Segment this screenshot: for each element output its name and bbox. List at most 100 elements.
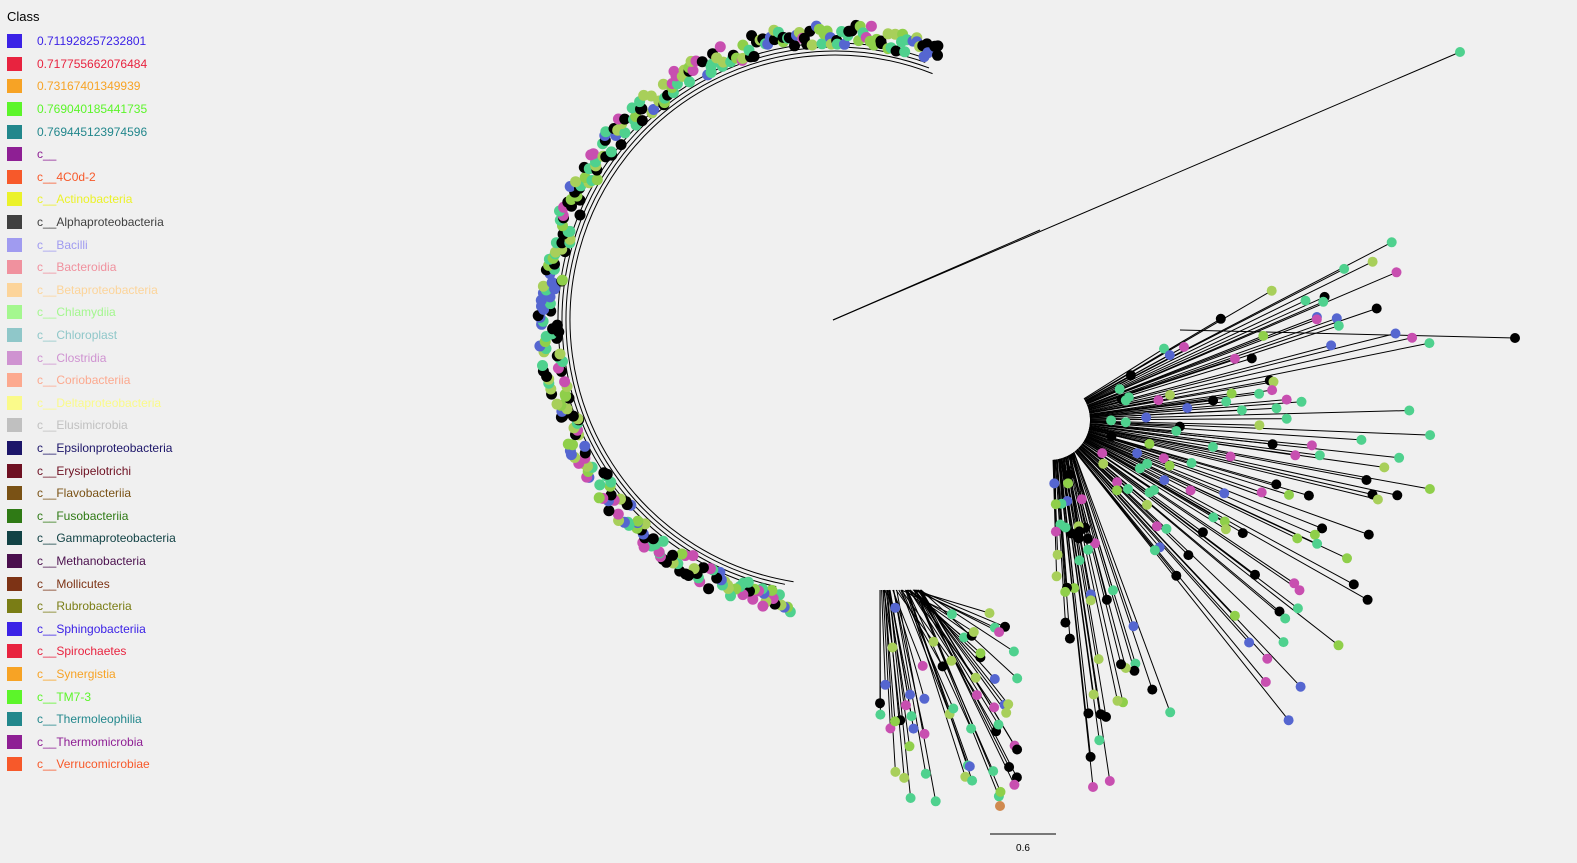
legend-title: Class bbox=[7, 9, 40, 24]
tip-marker bbox=[964, 761, 975, 772]
tip-marker bbox=[1082, 533, 1093, 544]
branch bbox=[1053, 459, 1057, 532]
branch bbox=[1087, 318, 1317, 407]
legend-label: c__Rubrobacteria bbox=[37, 599, 132, 614]
tip-marker bbox=[684, 76, 695, 88]
tip-marker bbox=[1312, 538, 1323, 549]
branch bbox=[1086, 435, 1148, 465]
legend-item: c__ bbox=[7, 143, 176, 166]
tip-marker bbox=[594, 479, 606, 491]
tip-marker bbox=[1090, 538, 1100, 549]
tip-marker bbox=[1300, 295, 1311, 306]
legend-item: c__Alphaproteobacteria bbox=[7, 211, 176, 234]
tip-marker bbox=[1161, 523, 1172, 534]
legend-item: 0.769040185441735 bbox=[7, 98, 176, 121]
branch bbox=[1084, 438, 1141, 469]
tip-marker bbox=[1060, 586, 1071, 597]
branch bbox=[892, 589, 924, 667]
branch bbox=[1078, 447, 1189, 556]
legend-label: c__Clostridia bbox=[37, 350, 107, 365]
tip-marker bbox=[537, 360, 548, 371]
tip-marker bbox=[1306, 440, 1317, 451]
tip-marker bbox=[1164, 350, 1175, 361]
tip-marker bbox=[1311, 314, 1322, 325]
tip-marker bbox=[905, 793, 916, 803]
branch bbox=[1076, 449, 1268, 660]
branch bbox=[909, 589, 981, 654]
tip-marker bbox=[591, 174, 603, 186]
legend-item: c__4C0d-2 bbox=[7, 166, 176, 189]
branch bbox=[1089, 401, 1302, 418]
tip-marker bbox=[1085, 751, 1096, 762]
branch bbox=[1089, 423, 1273, 445]
tip-marker bbox=[1144, 487, 1155, 498]
tip-marker bbox=[748, 51, 760, 62]
legend-label: c__4C0d-2 bbox=[37, 169, 96, 184]
tip-marker bbox=[1367, 256, 1378, 267]
tip-marker bbox=[1153, 395, 1164, 406]
branch bbox=[882, 589, 891, 729]
legend-swatch bbox=[7, 621, 22, 636]
tip-marker bbox=[1274, 606, 1285, 617]
legend-swatch bbox=[7, 215, 22, 230]
legend-label: c__TM7-3 bbox=[37, 689, 92, 704]
legend-swatch bbox=[7, 486, 22, 501]
legend-swatch bbox=[7, 282, 22, 297]
tip-marker bbox=[971, 690, 982, 701]
tip-marker bbox=[1171, 570, 1182, 581]
legend-swatch bbox=[7, 124, 22, 139]
tip-marker bbox=[1144, 438, 1155, 449]
tip-marker bbox=[1290, 450, 1301, 461]
tip-marker bbox=[1063, 478, 1073, 489]
tip-marker bbox=[1182, 403, 1193, 413]
tip-marker bbox=[908, 723, 919, 734]
tip-marker bbox=[1050, 499, 1061, 510]
tip-marker bbox=[668, 65, 680, 77]
legend: Class 0.711928257232801 0.717755662076484… bbox=[7, 9, 176, 776]
tip-marker bbox=[970, 672, 981, 683]
legend-label: c__Verrucomicrobiae bbox=[37, 757, 150, 772]
branch bbox=[901, 589, 952, 662]
branch bbox=[917, 589, 1006, 628]
branch bbox=[885, 589, 901, 721]
tip-marker bbox=[1314, 450, 1325, 461]
tip-marker bbox=[1392, 490, 1403, 501]
branch bbox=[1075, 450, 1267, 683]
branch bbox=[907, 589, 973, 781]
tip-marker bbox=[587, 148, 599, 160]
legend-label: c__ bbox=[37, 147, 57, 162]
tip-marker bbox=[1114, 384, 1125, 395]
legend-swatch bbox=[7, 757, 22, 772]
tip-marker bbox=[1064, 633, 1075, 644]
tip-marker bbox=[1208, 512, 1219, 523]
branch bbox=[1068, 454, 1127, 669]
tip-marker bbox=[1101, 594, 1112, 605]
tip-marker bbox=[1295, 681, 1306, 692]
tree-tips bbox=[532, 19, 1520, 811]
branch bbox=[918, 589, 1009, 705]
tip-marker bbox=[1266, 285, 1277, 296]
tip-marker bbox=[1219, 516, 1230, 527]
branch bbox=[1089, 410, 1410, 420]
tip-marker bbox=[899, 46, 911, 58]
legend-item: c__Bacilli bbox=[7, 233, 176, 256]
legend-label: c__Deltaproteobacteria bbox=[37, 395, 162, 410]
tip-marker bbox=[1220, 524, 1231, 535]
tip-marker bbox=[598, 467, 610, 479]
branch bbox=[1080, 445, 1286, 619]
tip-marker bbox=[1009, 779, 1020, 790]
tip-marker bbox=[919, 728, 930, 739]
legend-label: c__Epsilonproteobacteria bbox=[37, 440, 173, 455]
branch bbox=[1089, 426, 1213, 448]
legend-item: c__Thermoleophilia bbox=[7, 708, 176, 731]
tip-marker bbox=[1179, 342, 1189, 352]
legend-swatch bbox=[7, 734, 22, 749]
legend-item: c__Spirochaetes bbox=[7, 640, 176, 663]
tip-marker bbox=[1362, 594, 1373, 605]
tip-marker bbox=[1339, 263, 1350, 274]
legend-label: c__Mollicutes bbox=[37, 576, 110, 591]
tip-marker bbox=[1425, 430, 1436, 441]
tip-marker bbox=[1391, 267, 1402, 278]
legend-item: c__Betaproteobacteria bbox=[7, 279, 176, 302]
tip-marker bbox=[1142, 499, 1152, 510]
